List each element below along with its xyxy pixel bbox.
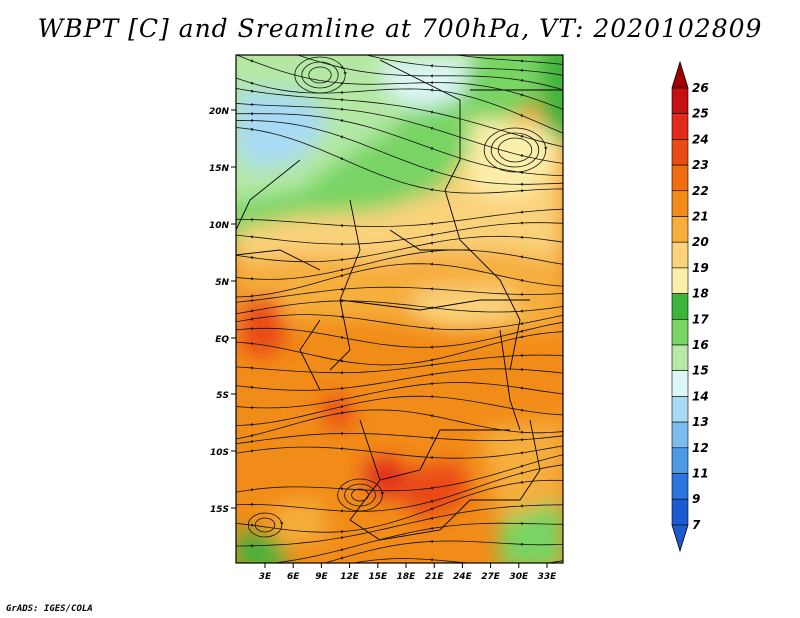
colorbar: 26 25 24 23 22 21 20 19 18 17 16 15 14 13 12 11 9 7 (671, 60, 709, 553)
lat-label: 15N (209, 164, 230, 174)
colorbar-label: 26 (692, 81, 709, 95)
colorbar-segment (671, 190, 689, 217)
colorbar-label: 11 (692, 467, 709, 481)
colorbar-label: 25 (692, 107, 709, 121)
colorbar-label: 22 (692, 184, 709, 198)
lon-label: 15E (368, 572, 388, 582)
map-title: WBPT [C] and Sreamline at 700hPa, VT: 20… (37, 14, 763, 43)
wbpt-field (236, 55, 563, 563)
colorbar-label: 7 (692, 518, 701, 532)
lon-label: 30E (509, 572, 529, 582)
colorbar-max-arrow (671, 60, 689, 89)
colorbar-segment (671, 396, 689, 423)
lat-label: 10N (209, 221, 230, 231)
lon-label: 18E (397, 572, 417, 582)
colorbar-label: 15 (692, 364, 709, 378)
lon-label: 21E (425, 572, 445, 582)
colorbar-segment (671, 318, 689, 346)
colorbar-segment (671, 216, 689, 243)
lon-label: 12E (340, 572, 360, 582)
colorbar-label: 19 (692, 261, 709, 275)
colorbar-segment (671, 370, 689, 397)
colorbar-label: 18 (692, 287, 709, 301)
lat-label: 10S (210, 448, 229, 458)
colorbar-segment (671, 498, 689, 526)
colorbar-min-arrow (671, 524, 689, 553)
colorbar-label: 20 (692, 235, 709, 249)
colorbar-segment (671, 267, 689, 294)
lat-label: 5N (215, 278, 229, 288)
colorbar-label: 13 (692, 415, 709, 429)
grads-credit: GrADS: IGES/COLA (6, 604, 93, 614)
colorbar-segment (671, 293, 689, 320)
lat-label: 5S (216, 391, 229, 401)
colorbar-segment (671, 473, 689, 500)
latitude-axis: 20N 15N 10N 5N EQ 5S 10S 15S (209, 107, 236, 515)
colorbar-segment (671, 87, 689, 115)
colorbar-label: 17 (692, 312, 709, 326)
lat-label: 15S (210, 505, 229, 515)
lon-label: 24E (453, 572, 473, 582)
colorbar-segment (671, 164, 689, 192)
colorbar-label: 24 (692, 132, 709, 146)
streamlines (236, 55, 563, 563)
lat-label: 20N (209, 107, 230, 117)
colorbar-label: 9 (692, 492, 700, 506)
colorbar-label: 21 (692, 210, 709, 224)
colorbar-label: 23 (692, 158, 709, 172)
colorbar-label: 16 (692, 338, 709, 352)
lat-label: EQ (215, 335, 229, 345)
colorbar-segment (671, 139, 689, 166)
lon-label: 27E (481, 572, 501, 582)
colorbar-label: 12 (692, 441, 709, 455)
lon-label: 9E (315, 572, 328, 582)
longitude-axis: 3E 6E 9E 12E 15E 18E 21E 24E 27E 30E 33E (259, 563, 557, 582)
colorbar-segment (671, 447, 689, 474)
colorbar-segment (671, 344, 689, 372)
lon-label: 6E (287, 572, 300, 582)
colorbar-segment (671, 113, 689, 140)
streamline-arrows (250, 59, 548, 562)
colorbar-label: 14 (692, 389, 709, 403)
lon-label: 33E (538, 572, 558, 582)
colorbar-segment (671, 421, 689, 449)
colorbar-segment (671, 241, 689, 269)
map-frame (235, 54, 564, 564)
lon-label: 3E (259, 572, 272, 582)
